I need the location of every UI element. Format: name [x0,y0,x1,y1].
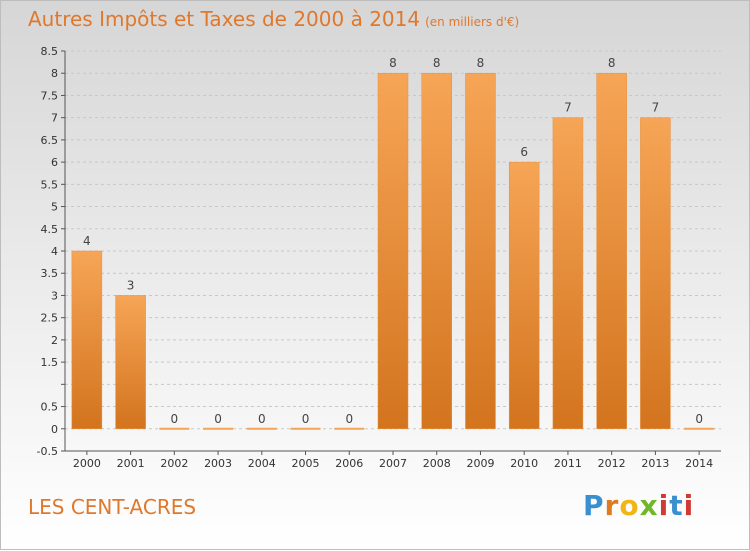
bar [71,250,103,430]
data-label: 0 [214,412,222,426]
x-tick-label: 2013 [641,457,669,470]
y-tick-label: 7 [51,112,58,125]
x-tick-label: 2004 [248,457,276,470]
data-label: 0 [695,412,703,426]
y-tick-label: 1.5 [41,356,59,369]
y-tick-label: 4 [51,245,58,258]
y-tick-label: 3.5 [41,267,59,280]
x-tick-label: 2011 [554,457,582,470]
x-tick-label: 2005 [292,457,320,470]
y-tick-label: 5 [51,201,58,214]
chart-title-text: Autres Impôts et Taxes de 2000 à 2014 [28,7,421,31]
x-tick-label: 2008 [423,457,451,470]
x-tick-label: 2003 [204,457,232,470]
data-label: 0 [302,412,310,426]
y-tick-label: 5.5 [41,178,59,191]
x-tick-label: 2000 [73,457,101,470]
y-tick-label: 3 [51,289,58,302]
y-tick-label: 6 [51,156,58,169]
chart-title: Autres Impôts et Taxes de 2000 à 2014 (en… [28,7,519,31]
x-tick-label: 2002 [160,457,188,470]
y-tick-label: -0.5 [37,445,58,458]
data-label: 0 [258,412,266,426]
chart-unit: (en milliers d'€) [425,15,520,29]
x-tick-label: 2012 [598,457,626,470]
bar [203,427,234,430]
bar [377,72,409,430]
x-tick-label: 2001 [117,457,145,470]
y-tick-label: 8.5 [41,45,59,58]
commune-name: LES CENT-ACRES [28,495,197,519]
y-tick-label: 4.5 [41,223,59,236]
data-label: 4 [83,234,91,248]
x-tick-label: 2010 [510,457,538,470]
bar [421,72,452,430]
y-tick-label: 7.5 [41,89,59,102]
bar [552,117,584,430]
data-label: 7 [652,101,660,115]
proxiti-logo: Proxiti [583,489,695,522]
x-tick-label: 2014 [685,457,713,470]
bar [159,427,190,430]
data-label: 0 [171,412,179,426]
bar [508,161,540,430]
bar [465,72,496,430]
bar [596,72,627,430]
data-label: 0 [345,412,353,426]
y-tick-label: 6.5 [41,134,59,147]
data-label: 8 [433,56,441,70]
y-tick-label: 0.5 [41,401,59,414]
x-tick-label: 2007 [379,457,407,470]
x-tick-label: 2009 [466,457,494,470]
data-label: 8 [608,56,616,70]
bar [640,117,671,430]
bar [290,427,321,430]
bar [684,427,715,430]
data-label: 7 [564,101,572,115]
bar [334,427,365,430]
data-label: 3 [127,278,135,292]
bar [246,427,277,430]
y-tick-label: 8 [51,67,58,80]
y-tick-label: 2.5 [41,312,59,325]
y-tick-label: 2 [51,334,58,347]
data-label: 6 [520,145,528,159]
data-label: 8 [389,56,397,70]
bar [115,295,146,430]
y-tick-label: 0 [51,423,58,436]
data-label: 8 [477,56,485,70]
x-tick-label: 2006 [335,457,363,470]
